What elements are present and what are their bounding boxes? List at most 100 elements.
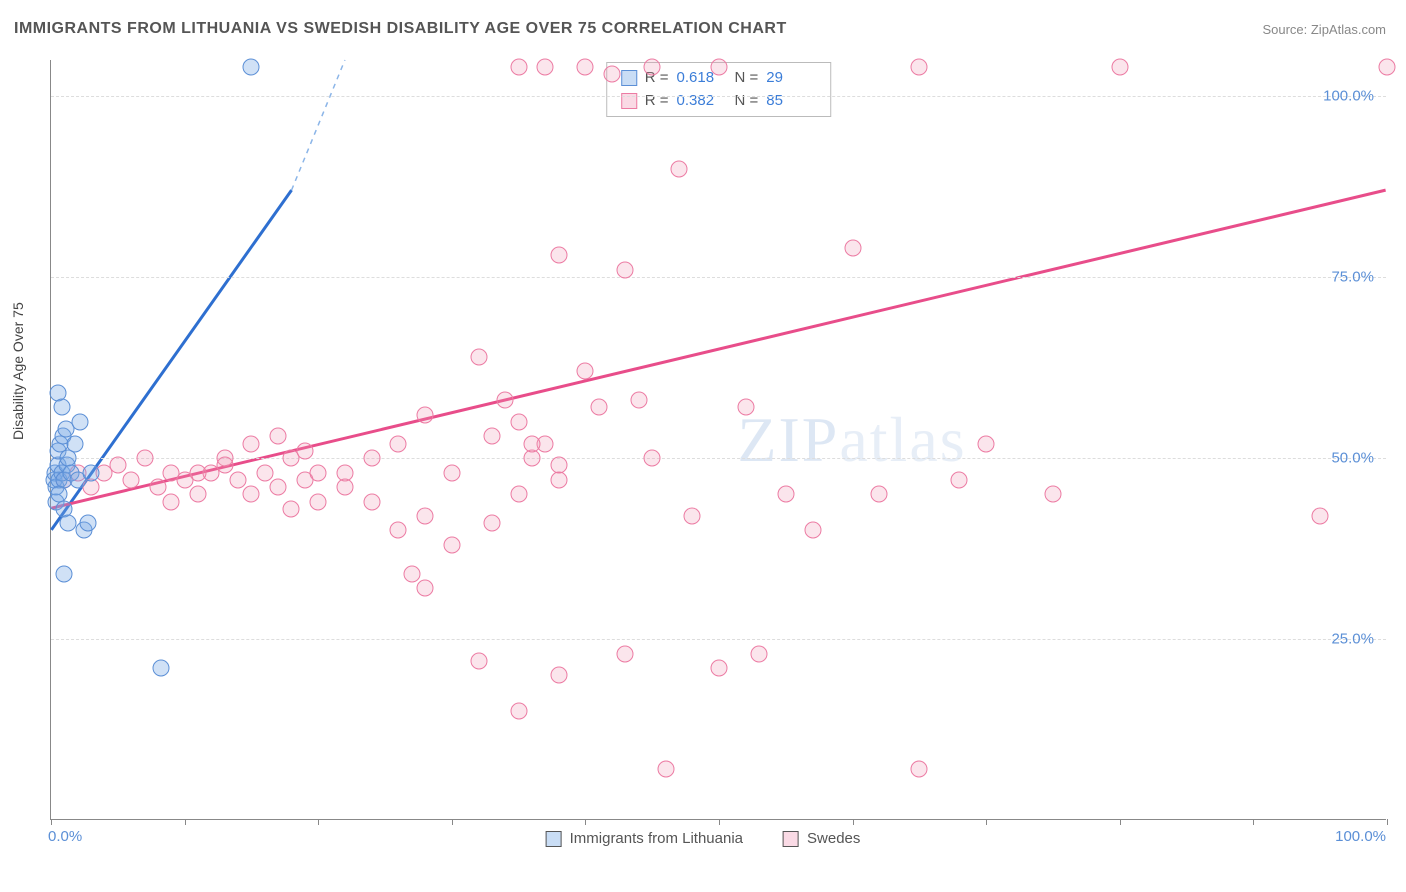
x-tick [185,819,186,825]
pink-point [751,645,768,662]
series-legend: Immigrants from Lithuania Swedes [546,830,861,847]
gridline [51,277,1386,278]
pink-point [1045,486,1062,503]
pink-point [470,652,487,669]
y-tick-label: 50.0% [1331,450,1374,467]
pink-point [483,428,500,445]
n-value-blue: 29 [766,67,816,90]
pink-point [577,363,594,380]
pink-point [230,471,247,488]
pink-point [149,479,166,496]
pink-point [951,471,968,488]
blue-point [67,435,84,452]
pink-point [523,450,540,467]
pink-point [470,348,487,365]
pink-point [189,464,206,481]
legend-swatch-blue [621,70,637,86]
pink-point [403,565,420,582]
pink-point [550,457,567,474]
legend-swatch-pink [621,93,637,109]
x-tick [1253,819,1254,825]
pink-point [604,66,621,83]
legend-label-blue: Immigrants from Lithuania [570,830,743,847]
pink-point [109,457,126,474]
x-tick [986,819,987,825]
x-tick [1387,819,1388,825]
pink-point [270,428,287,445]
pink-point [737,399,754,416]
gridline [51,458,1386,459]
plot-area: R = 0.618 N = 29 R = 0.382 N = 85 ZIPatl… [50,60,1386,820]
n-label: N = [735,67,759,90]
pink-point [684,508,701,525]
pink-point [336,479,353,496]
y-tick-label: 25.0% [1331,631,1374,648]
pink-point [417,508,434,525]
pink-point [617,261,634,278]
pink-point [243,486,260,503]
pink-point [189,486,206,503]
pink-point [296,442,313,459]
pink-point [123,471,140,488]
blue-point [53,399,70,416]
pink-point [577,59,594,76]
pink-point [550,471,567,488]
x-tick [853,819,854,825]
pink-point [510,486,527,503]
pink-point [417,406,434,423]
source-label: Source: ZipAtlas.com [1262,22,1386,37]
x-max-label: 100.0% [1335,828,1386,845]
legend-label-pink: Swedes [807,830,860,847]
pink-point [443,464,460,481]
blue-point [80,515,97,532]
y-axis-label: Disability Age Over 75 [10,302,26,440]
pink-point [804,522,821,539]
pink-point [617,645,634,662]
blue-point [72,413,89,430]
x-tick [51,819,52,825]
pink-point [537,59,554,76]
pink-point [590,399,607,416]
pink-point [711,59,728,76]
pink-point [510,703,527,720]
y-tick-label: 100.0% [1323,88,1374,105]
pink-point [644,450,661,467]
pink-point [136,450,153,467]
pink-point [510,59,527,76]
pink-point [1379,59,1396,76]
pink-point [443,536,460,553]
legend-swatch-pink [783,831,799,847]
pink-point [256,464,273,481]
pink-point [550,247,567,264]
blue-point [60,515,77,532]
pink-point [363,493,380,510]
pink-point [310,493,327,510]
gridline [51,96,1386,97]
x-tick [719,819,720,825]
pink-point [1111,59,1128,76]
x-tick [318,819,319,825]
pink-point [670,160,687,177]
n-value-pink: 85 [766,90,816,113]
x-min-label: 0.0% [48,828,82,845]
blue-point [152,660,169,677]
pink-point [283,500,300,517]
legend-swatch-blue [546,831,562,847]
pink-point [711,660,728,677]
pink-point [390,435,407,452]
pink-point [978,435,995,452]
pink-point [911,59,928,76]
pink-point [657,761,674,778]
pink-point [777,486,794,503]
pink-point [216,457,233,474]
r-label: R = [645,90,669,113]
x-tick [585,819,586,825]
y-tick-label: 75.0% [1331,269,1374,286]
r-value-pink: 0.382 [677,90,727,113]
pink-point [417,580,434,597]
gridline [51,639,1386,640]
n-label: N = [735,90,759,113]
pink-point [630,392,647,409]
pink-point [497,392,514,409]
blue-point [243,59,260,76]
